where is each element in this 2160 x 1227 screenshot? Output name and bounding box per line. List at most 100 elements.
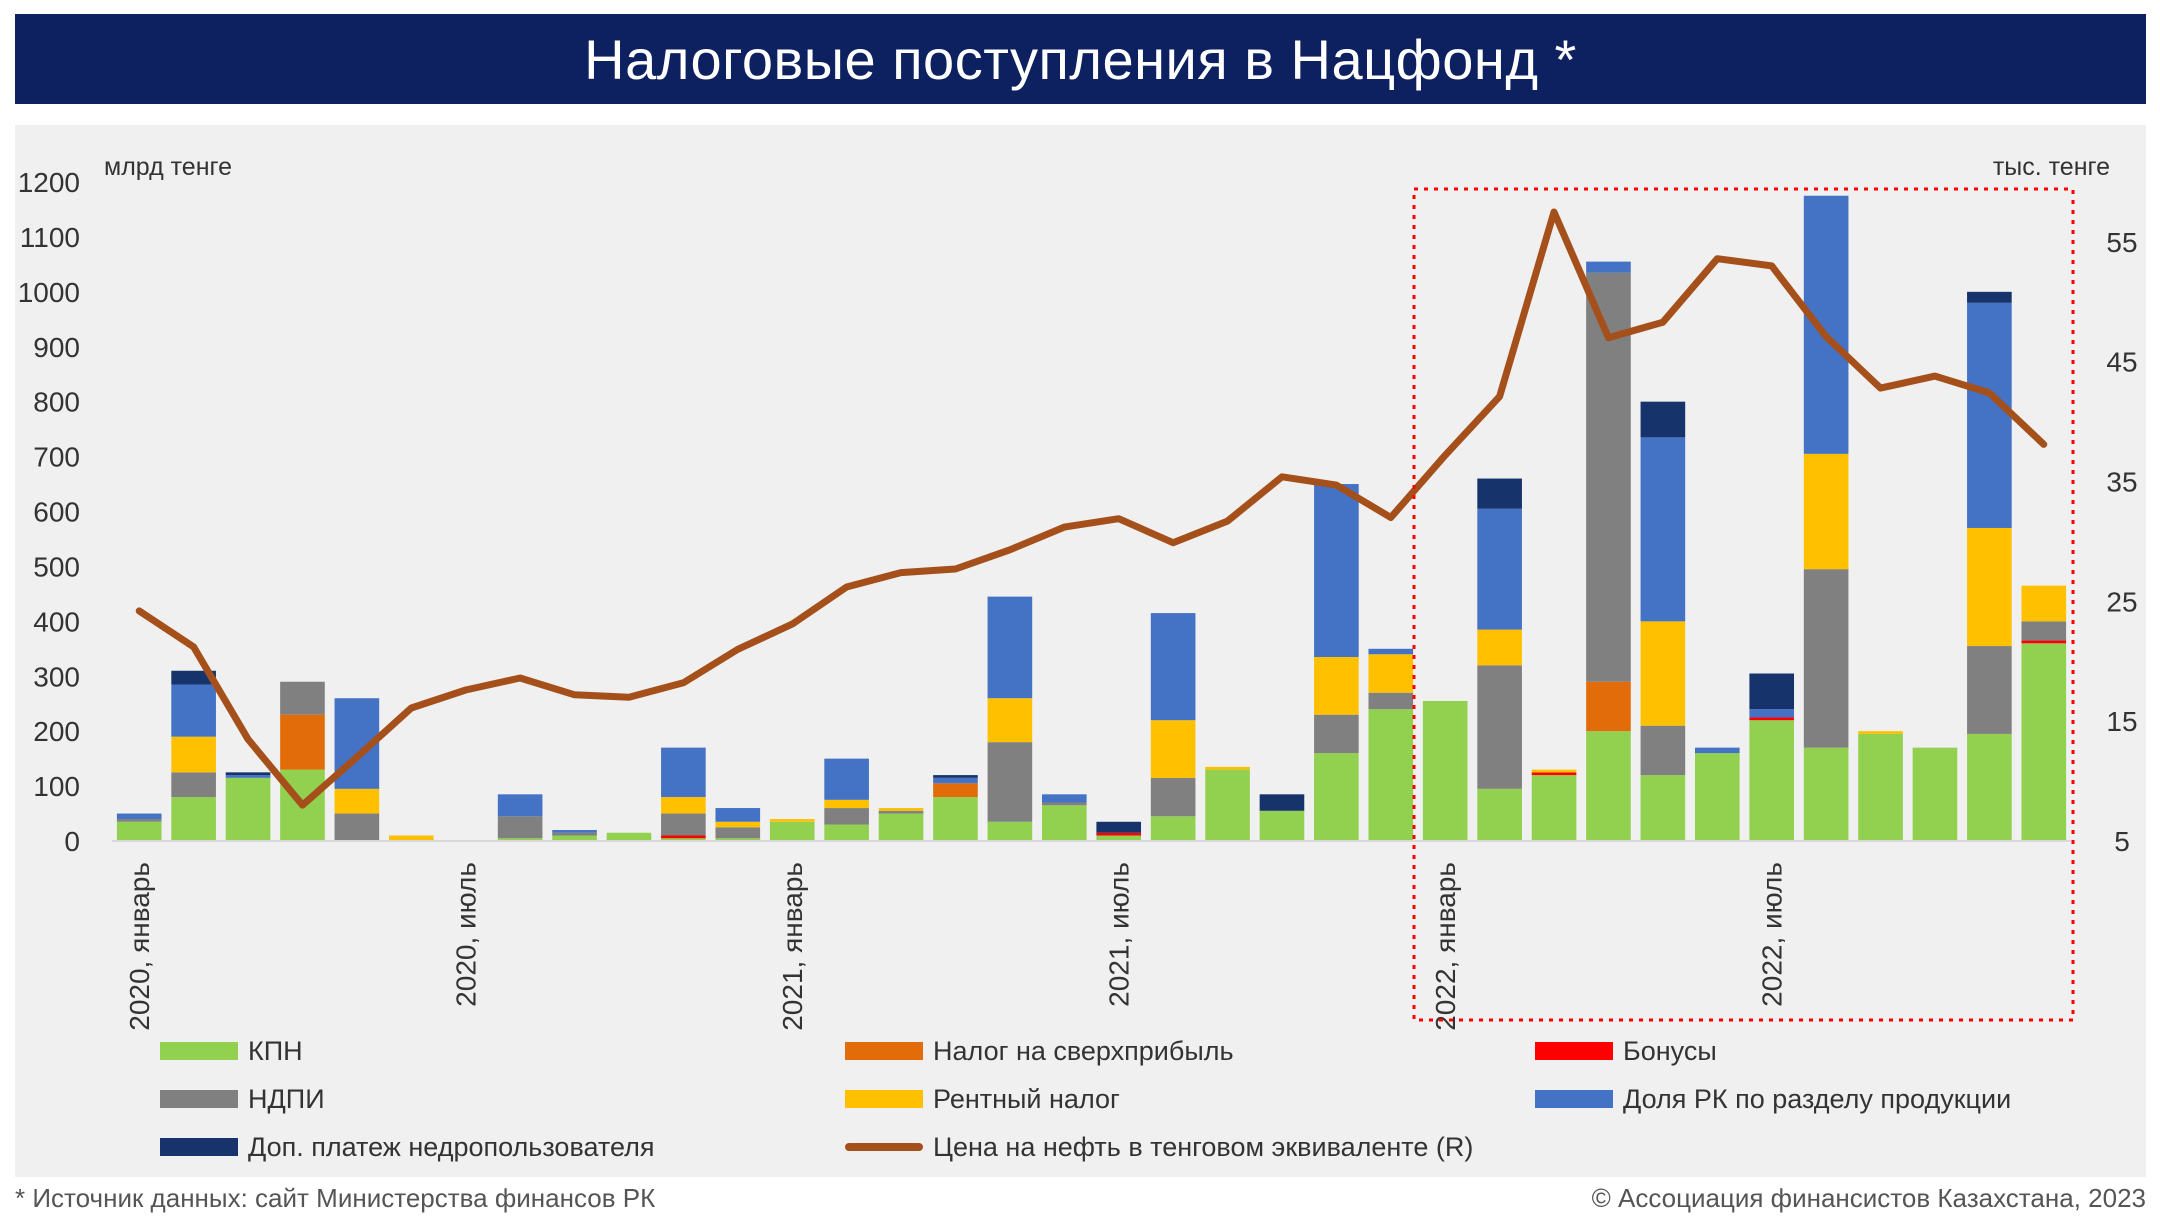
bar-segment — [715, 827, 761, 839]
y-tick-label: 700 — [33, 442, 80, 473]
y2-tick-label: 5 — [2114, 826, 2130, 857]
bar-segment — [171, 797, 216, 841]
y-tick-label: 1100 — [20, 222, 80, 253]
bar-segment — [1368, 709, 1414, 841]
bar-segment — [225, 772, 271, 776]
legend-swatch — [160, 1090, 238, 1108]
bar-segment — [1749, 673, 1795, 710]
bar-segment — [116, 813, 162, 820]
legend-swatch — [1535, 1090, 1613, 1108]
bar-segment — [1640, 621, 1686, 726]
bar-segment — [1803, 453, 1849, 570]
x-tick-label: 2020, январь — [124, 862, 155, 1031]
bar-segment — [1967, 302, 2012, 528]
bar-segment — [1422, 700, 1468, 841]
y-tick-label: 200 — [33, 716, 80, 747]
bar-segment — [987, 742, 1033, 822]
bar-segment — [1803, 747, 1849, 841]
bar-segment — [1368, 692, 1414, 710]
y-axis-right-label: тыс. тенге — [1993, 153, 2110, 181]
bar-segment — [661, 813, 706, 836]
bar-segment — [1749, 720, 1795, 841]
copyright: © Ассоциация финансистов Казахстана, 202… — [1591, 1183, 2146, 1213]
bar-segment — [1640, 775, 1686, 841]
bar-segment — [987, 698, 1033, 743]
bar-segment — [1150, 816, 1196, 841]
legend-swatch-line — [845, 1143, 923, 1151]
bar-segment — [769, 819, 815, 822]
legend-label: Налог на сверхприбыль — [933, 1035, 1234, 1066]
legend-label: Бонусы — [1623, 1035, 1717, 1066]
bar-segment — [1694, 747, 1740, 754]
y2-tick-label: 45 — [2106, 347, 2137, 378]
bar-segment — [1749, 717, 1795, 721]
y-tick-label: 1200 — [18, 167, 80, 198]
bar-segment — [1041, 802, 1087, 806]
bar-segment — [1314, 753, 1359, 841]
legend-item-bonuses: Бонусы — [1535, 1027, 2135, 1075]
bar-segment — [1803, 195, 1849, 454]
bar-segment — [1096, 835, 1142, 841]
footer: * Источник данных: сайт Министерства фин… — [15, 1183, 2146, 1219]
bar-segment — [933, 775, 978, 778]
legend-label: Доля РК по разделу продукции — [1623, 1083, 2012, 1114]
bar-segment — [878, 810, 924, 814]
bar-segment — [1640, 437, 1686, 622]
legend-label: КПН — [248, 1035, 303, 1066]
bar-segment — [1477, 508, 1522, 630]
bar-segment — [1314, 714, 1359, 754]
y2-tick-label: 35 — [2106, 467, 2137, 498]
bar-segment — [1314, 484, 1359, 658]
legend-item-oil-price: Цена на нефть в тенговом эквиваленте (R) — [845, 1123, 1535, 1171]
bar-segment — [1858, 733, 1903, 841]
bar-segment — [1912, 747, 1958, 841]
bar-segment — [824, 758, 869, 800]
bar-segment — [1096, 832, 1142, 836]
bar-segment — [661, 835, 706, 839]
bar-segment — [225, 777, 271, 841]
bar-segment — [497, 794, 543, 817]
bar-segment — [1640, 725, 1686, 776]
bar-segment — [171, 684, 216, 737]
bar-segment — [1694, 753, 1740, 841]
bar-segment — [334, 788, 380, 814]
y-tick-label: 400 — [33, 606, 80, 637]
y-axis-right: 5 15 25 35 45 55 — [2106, 227, 2137, 857]
legend-swatch — [845, 1090, 923, 1108]
bar-segment — [388, 835, 434, 841]
bar-segment — [1531, 775, 1577, 841]
source-note: * Источник данных: сайт Министерства фин… — [15, 1183, 656, 1213]
bar-segment — [171, 736, 216, 773]
y-tick-label: 900 — [33, 332, 80, 363]
oil-price-line-group — [135, 208, 2048, 809]
bar-segment — [1314, 657, 1359, 715]
y-tick-label: 1000 — [18, 277, 80, 308]
x-tick-label: 2020, июль — [451, 862, 482, 1007]
bar-segment — [1096, 821, 1142, 833]
bar-segment — [1041, 805, 1087, 841]
legend-item-rent-tax: Рентный налог — [845, 1075, 1535, 1123]
y2-tick-label: 55 — [2106, 227, 2137, 258]
bar-segment — [1477, 788, 1522, 841]
legend-swatch — [160, 1042, 238, 1060]
x-tick-label: 2021, январь — [777, 862, 808, 1031]
x-axis: 2020, январь 2020, июль 2021, январь 2021, … — [112, 840, 2071, 1031]
y2-tick-label: 15 — [2106, 706, 2137, 737]
bar-segment — [2021, 640, 2067, 644]
bar-segment — [2021, 585, 2067, 622]
y-tick-label: 0 — [64, 826, 80, 857]
bar-segment — [1967, 733, 2012, 841]
oil-price-line — [135, 208, 2048, 809]
bar-segment — [1967, 291, 2012, 303]
y-tick-label: 100 — [33, 771, 80, 802]
bar-segment — [1150, 777, 1196, 817]
bar-segment — [1967, 646, 2012, 734]
bar-segment — [1967, 527, 2012, 647]
bar-segment — [1640, 401, 1686, 438]
bar-segment — [606, 832, 652, 841]
legend-item-psa-share: Доля РК по разделу продукции — [1535, 1075, 2135, 1123]
bar-segment — [280, 681, 325, 715]
legend-label: НДПИ — [248, 1083, 325, 1114]
bar-segment — [824, 808, 869, 825]
